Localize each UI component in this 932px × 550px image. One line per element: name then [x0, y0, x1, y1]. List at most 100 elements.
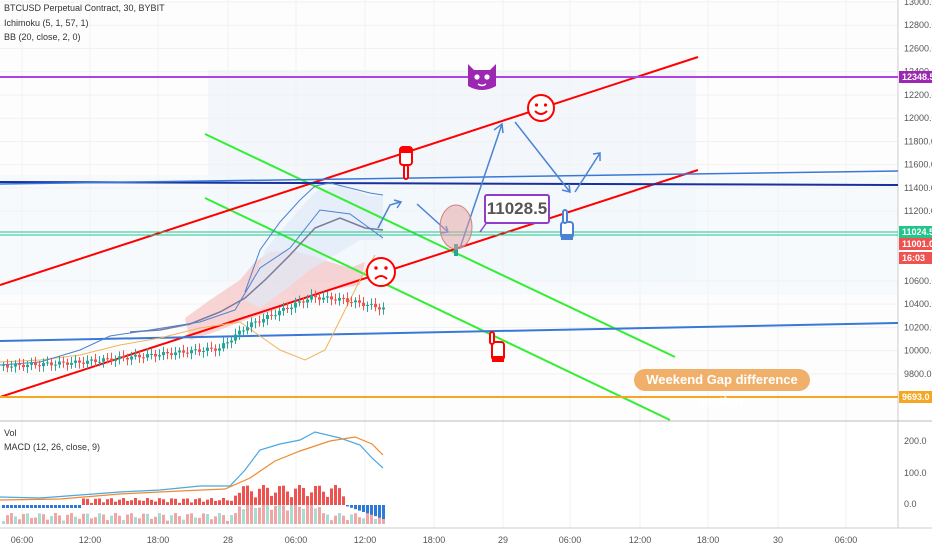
volume-bar: [266, 504, 269, 524]
candle-body: [150, 353, 153, 355]
time-tick: 12:00: [629, 535, 652, 545]
volume-bar: [322, 513, 325, 524]
candle-body: [274, 315, 277, 317]
hand-pointer-down-icon: [399, 146, 413, 180]
price-tick: 10200.0: [904, 322, 932, 332]
price-tick: 11600.0: [904, 160, 932, 170]
candle-body: [54, 364, 57, 366]
macd-histogram-bar: [146, 498, 149, 505]
candle-body: [326, 296, 329, 298]
candle-body: [86, 360, 89, 364]
volume-bar: [146, 513, 149, 524]
candle-body: [334, 299, 337, 301]
candle-body: [210, 347, 213, 349]
macd-histogram-bar: [222, 498, 225, 505]
support-line: [0, 322, 899, 342]
volume-bars: [2, 503, 385, 524]
candle-body: [66, 362, 69, 365]
time-tick: 06:00: [11, 535, 34, 545]
volume-bar: [270, 509, 273, 524]
volume-bar: [318, 507, 321, 524]
macd-histogram-bar: [322, 491, 325, 505]
time-tick: 29: [498, 535, 508, 545]
bb-upper-line: [244, 182, 384, 293]
volume-bar: [310, 503, 313, 524]
macd-histogram-bar: [154, 501, 157, 505]
price-axis[interactable]: 13000.012800.012600.012400.012200.012000…: [904, 0, 932, 379]
candle-body: [10, 366, 13, 368]
bb-legend: BB (20, close, 2, 0): [4, 32, 81, 42]
macd-histogram-bar: [274, 492, 277, 505]
volume-bar: [366, 513, 369, 524]
vol-legend: Vol: [4, 428, 17, 438]
macd-histogram-bar: [178, 502, 181, 505]
macd-histogram-bar: [298, 485, 301, 505]
volume-bar: [226, 520, 229, 524]
volume-bar: [170, 515, 173, 524]
time-axis[interactable]: 06:00 12:00 18:00 28 06:00 12:00 18:00 29 06:00 1…: [11, 535, 858, 545]
candle-body: [306, 299, 309, 303]
macd-histogram-bar: [346, 505, 349, 507]
macd-axis[interactable]: 200.0 100.0 0.0: [904, 436, 927, 509]
macd-histogram-bar: [98, 498, 101, 505]
macd-histogram-bar: [114, 501, 117, 505]
candle-body: [214, 348, 217, 351]
volume-bar: [14, 516, 17, 524]
volume-bar: [302, 508, 305, 524]
time-tick: 18:00: [423, 535, 446, 545]
macd-histogram-bar: [34, 505, 37, 508]
macd-legend: MACD (12, 26, close, 9): [4, 442, 101, 452]
candle-body: [58, 361, 61, 365]
price-tags: 12348.5 11024.5 11001.0 16:03 9693.0: [899, 71, 932, 403]
price-tick: 13000.0: [904, 0, 932, 7]
candle-body: [206, 347, 209, 351]
volume-bar: [94, 517, 97, 524]
volume-bar: [110, 515, 113, 524]
volume-bar: [198, 517, 201, 524]
resistance-line-2: [0, 170, 899, 185]
macd-histogram-bar: [10, 505, 13, 508]
price-tag-bg: [899, 226, 932, 238]
macd-histogram-bar: [118, 499, 121, 505]
candle-body: [198, 349, 201, 352]
macd-histogram-bar: [82, 498, 85, 505]
price-tag-label: 12348.5: [902, 72, 932, 82]
macd-histogram-bar: [354, 505, 357, 510]
volume-bar: [106, 520, 109, 524]
macd-histogram-bar: [262, 485, 265, 505]
hand-pointer-down-icon: [560, 209, 574, 240]
macd-histogram: [2, 485, 385, 519]
channel-line-lower: [0, 169, 699, 398]
volume-bar: [210, 519, 213, 524]
macd-histogram-bar: [130, 500, 133, 505]
candle-body: [346, 298, 349, 303]
candle-body: [94, 359, 97, 362]
volume-bar: [378, 516, 381, 524]
macd-histogram-bar: [194, 499, 197, 505]
downtrend-line-upper: [204, 133, 676, 358]
candle-body: [22, 364, 25, 368]
candle-body: [178, 350, 181, 353]
candle-body: [190, 349, 193, 354]
macd-histogram-bar: [166, 502, 169, 505]
macd-histogram-bar: [14, 505, 17, 508]
volume-bar: [294, 503, 297, 524]
macd-histogram-bar: [198, 498, 201, 505]
candle-body: [362, 302, 365, 307]
volume-bar: [286, 510, 289, 524]
candle-body: [314, 295, 317, 298]
macd-histogram-bar: [18, 505, 21, 508]
volume-bar: [230, 515, 233, 524]
macd-histogram-bar: [186, 498, 189, 505]
candle-body: [50, 362, 53, 366]
volume-bar: [66, 514, 69, 524]
channel-line-upper: [0, 56, 699, 286]
macd-histogram-bar: [6, 505, 9, 508]
candle-body: [194, 349, 197, 351]
macd-histogram-bar: [102, 502, 105, 505]
volume-bar: [250, 503, 253, 524]
volume-bar: [26, 513, 29, 524]
macd-histogram-bar: [218, 500, 221, 505]
volume-bar: [246, 503, 249, 524]
